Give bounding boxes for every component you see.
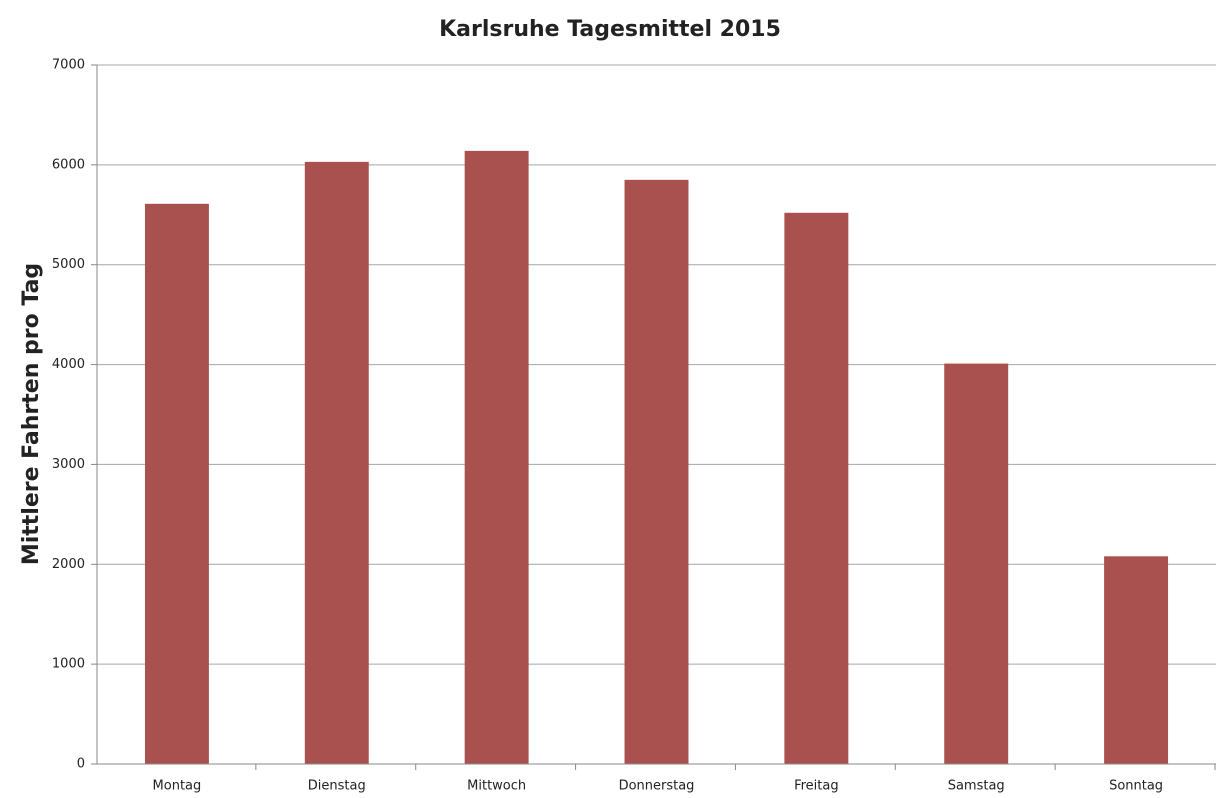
y-tick-label: 4000 xyxy=(52,357,85,372)
y-tick-label: 7000 xyxy=(52,58,85,73)
bar xyxy=(624,179,689,765)
y-tick-label: 6000 xyxy=(52,157,85,172)
y-tick-label: 0 xyxy=(77,757,85,772)
chart-title: Karlsruhe Tagesmittel 2015 xyxy=(439,17,781,42)
x-tick-label: Freitag xyxy=(794,779,839,794)
bar xyxy=(304,161,369,764)
x-tick-label: Samstag xyxy=(948,779,1005,794)
bar xyxy=(784,212,849,764)
bar xyxy=(464,150,529,764)
x-tick-label: Dienstag xyxy=(308,779,366,794)
y-tick-label: 2000 xyxy=(52,557,85,572)
y-tick-label: 1000 xyxy=(52,657,85,672)
y-tick-label: 5000 xyxy=(52,257,85,272)
y-axis-label: Mittlere Fahrten pro Tag xyxy=(19,263,44,565)
bar xyxy=(144,203,209,765)
x-tick-label: Montag xyxy=(153,779,202,794)
bar xyxy=(944,363,1009,764)
y-tick-label: 3000 xyxy=(52,457,85,472)
bar xyxy=(1104,556,1169,764)
x-tick-label: Sonntag xyxy=(1109,779,1163,794)
x-tick-label: Mittwoch xyxy=(467,779,526,794)
x-tick-label: Donnerstag xyxy=(619,779,695,794)
